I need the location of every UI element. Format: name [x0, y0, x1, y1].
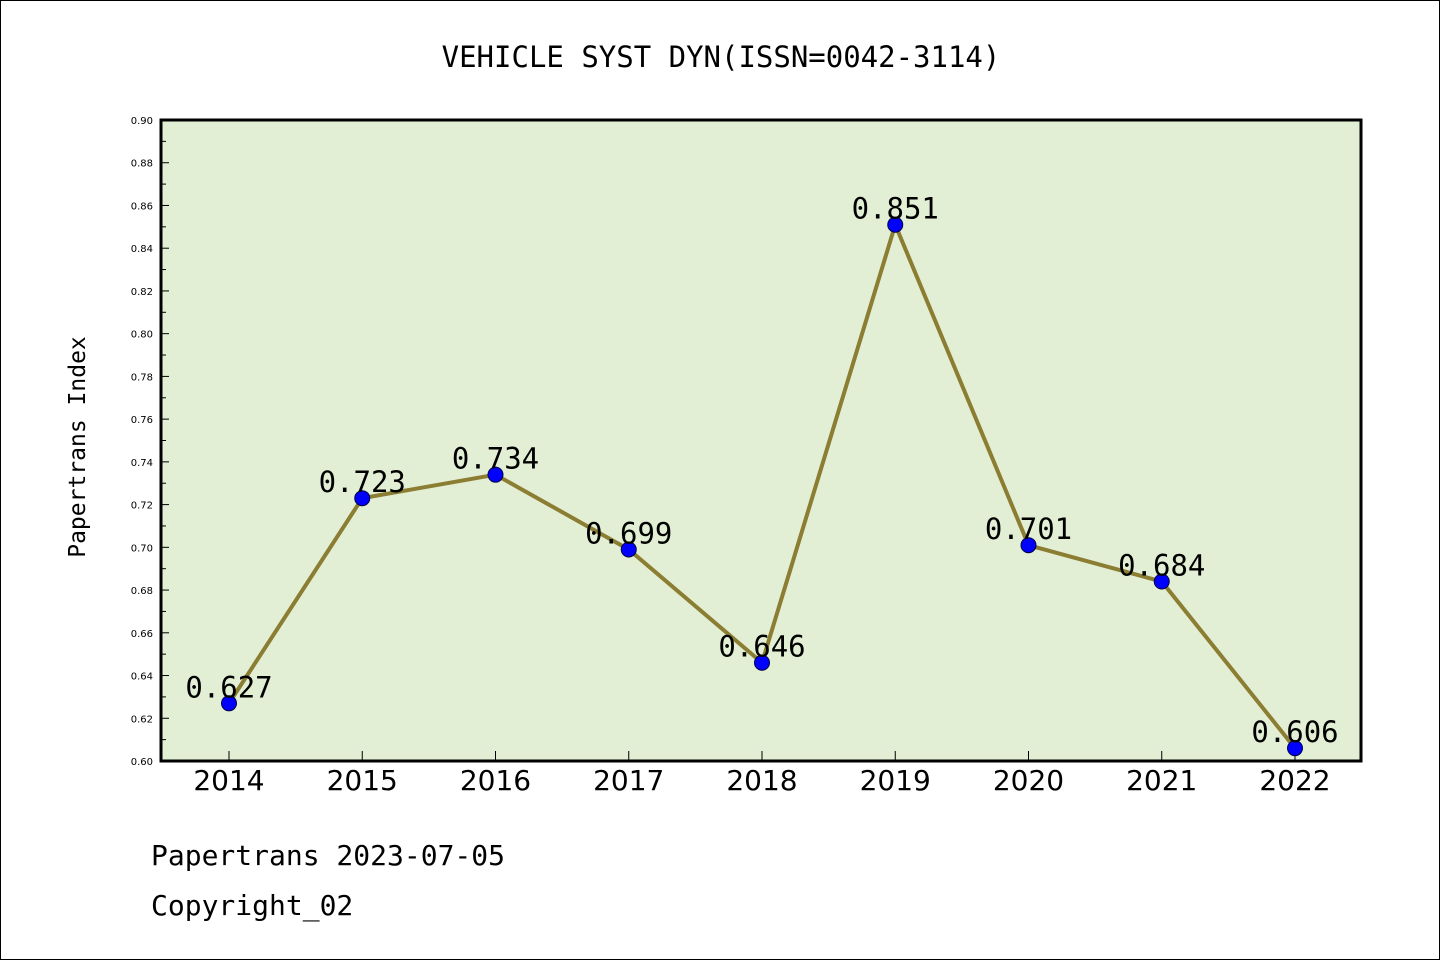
- data-value-label: 0.684: [1118, 549, 1205, 583]
- y-tick-label: 0.62: [131, 714, 153, 725]
- y-tick-label: 0.78: [131, 372, 153, 383]
- data-labels: 0.627 0.723 0.734 0.699 0.646 0.851 0.701 0.684…: [185, 192, 1338, 749]
- data-value-label: 0.606: [1251, 715, 1338, 749]
- data-point-marker: [620, 541, 637, 558]
- data-point-marker: [887, 216, 904, 233]
- y-tick-label: 0.66: [131, 629, 153, 640]
- y-tick-label: 0.74: [131, 458, 153, 469]
- data-value-label: 0.723: [319, 465, 406, 499]
- y-axis-label: Papertrans Index: [65, 336, 91, 558]
- y-tick-label: 0.88: [131, 159, 153, 170]
- plot-frame: [159, 118, 1363, 763]
- chart-title: VEHICLE SYST DYN(ISSN=0042-3114): [442, 40, 1001, 74]
- data-value-label: 0.851: [852, 192, 939, 226]
- data-value-label: 0.646: [718, 630, 805, 664]
- plot-area: [161, 120, 1361, 761]
- data-value-label: 0.734: [452, 442, 539, 476]
- data-value-label: 0.627: [185, 670, 272, 704]
- y-tick-label: 0.90: [131, 116, 153, 127]
- data-point-marker: [487, 466, 504, 483]
- data-point-marker: [1153, 573, 1170, 590]
- y-tick-label: 0.84: [131, 244, 153, 255]
- data-point-marker: [354, 490, 371, 507]
- data-point-marker: [1287, 740, 1303, 757]
- data-value-label: 0.699: [585, 516, 672, 550]
- x-tick-label: 2021: [1126, 764, 1197, 797]
- data-points: [221, 216, 1303, 757]
- x-tick-label: 2017: [593, 764, 664, 797]
- y-tick-label: 0.82: [131, 287, 153, 298]
- footer-copyright-text: Copyright_02: [151, 889, 353, 923]
- y-tick-label: 0.64: [131, 672, 153, 683]
- y-tick-label: 0.72: [131, 501, 153, 512]
- y-tick-label: 0.80: [131, 330, 153, 341]
- y-tick-label: 0.76: [131, 415, 153, 426]
- footer-date-text: Papertrans 2023-07-05: [151, 839, 505, 872]
- x-tick-label: 2015: [327, 764, 398, 797]
- x-tick-label: 2016: [460, 764, 531, 797]
- y-tick-label: 0.68: [131, 586, 153, 597]
- x-axis: 2014 2015 2016 2017 2018 2019 2020 2021 2022: [193, 751, 1331, 797]
- x-tick-label: 2022: [1259, 764, 1330, 797]
- data-point-marker: [221, 695, 237, 712]
- data-point-marker: [1020, 537, 1037, 554]
- x-tick-label: 2018: [726, 764, 797, 797]
- x-tick-label: 2014: [193, 764, 264, 797]
- y-tick-label: 0.86: [131, 201, 153, 212]
- x-tick-label: 2019: [860, 764, 931, 797]
- data-point-marker: [754, 654, 770, 671]
- data-value-label: 0.701: [985, 512, 1072, 546]
- x-tick-label: 2020: [993, 764, 1064, 797]
- y-tick-label: 0.60: [131, 757, 153, 768]
- y-tick-label: 0.70: [131, 543, 153, 554]
